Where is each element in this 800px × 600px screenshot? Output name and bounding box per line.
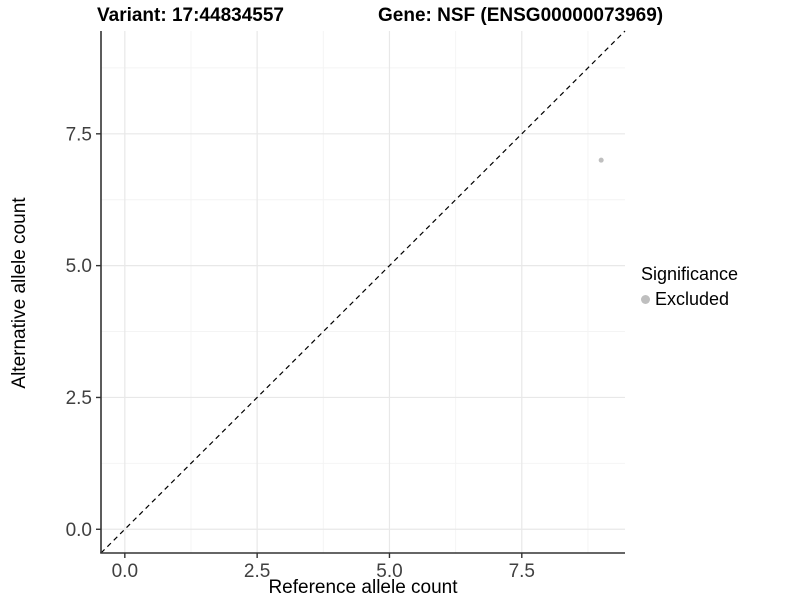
legend-key-dot-icon [641,295,650,304]
y-tick-label: 2.5 [66,388,92,409]
x-tick-label: 0.0 [112,561,138,582]
legend-title: Significance [641,264,739,284]
variant-title: Variant: 17:44834557 [97,5,284,26]
legend-item-excluded: Excluded [641,289,738,310]
y-tick-label: 7.5 [66,124,92,145]
x-tick-label: 7.5 [509,561,535,582]
y-tick-label: 5.0 [66,256,92,277]
x-axis-title: Reference allele count [268,577,458,598]
x-tick-label: 5.0 [376,561,402,582]
gene-title: Gene: NSF (ENSG00000073969) [378,5,664,26]
legend: Significance Excluded [641,264,738,310]
y-tick-label: 0.0 [66,520,92,541]
data-point [598,157,604,163]
identity-line [100,30,626,554]
y-axis-title: Alternative allele count [9,197,30,389]
x-tick-label: 2.5 [244,561,270,582]
legend-item-label: Excluded [655,289,730,309]
